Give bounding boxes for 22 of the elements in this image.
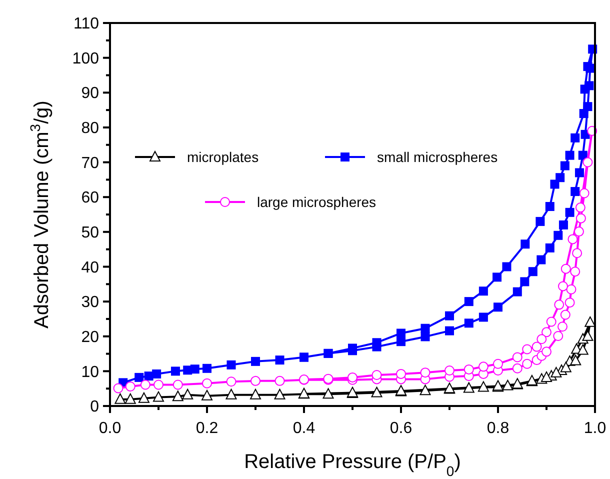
y-tick-label: 70 bbox=[81, 154, 100, 172]
y-tick-label: 80 bbox=[81, 120, 100, 138]
legend-label: large microspheres bbox=[257, 194, 376, 210]
y-tick-label: 0 bbox=[90, 398, 100, 416]
y-tick-label: 90 bbox=[81, 85, 100, 102]
y-tick-label: 110 bbox=[73, 16, 100, 33]
y-tick-label: 60 bbox=[81, 190, 100, 207]
x-tick-label: 1.0 bbox=[584, 420, 606, 437]
x-tick-label: 0.0 bbox=[98, 420, 122, 437]
y-tick-label: 100 bbox=[72, 50, 100, 68]
x-tick-label: 0.6 bbox=[390, 420, 412, 437]
y-tick-label: 10 bbox=[81, 364, 100, 381]
y-tick-label: 40 bbox=[81, 259, 100, 276]
y-tick-label: 20 bbox=[81, 328, 100, 346]
x-tick-label: 0.4 bbox=[292, 420, 316, 437]
y-tick-label: 30 bbox=[81, 294, 100, 312]
x-tick-label: 0.8 bbox=[486, 420, 510, 437]
legend-label: small microspheres bbox=[377, 148, 498, 165]
y-tick-label: 50 bbox=[81, 224, 100, 242]
legend-label: microplates bbox=[187, 148, 259, 165]
x-axis-title: Relative Pressure (P/P$_{0}$) bbox=[244, 451, 461, 479]
x-tick-label: 0.2 bbox=[196, 420, 218, 437]
